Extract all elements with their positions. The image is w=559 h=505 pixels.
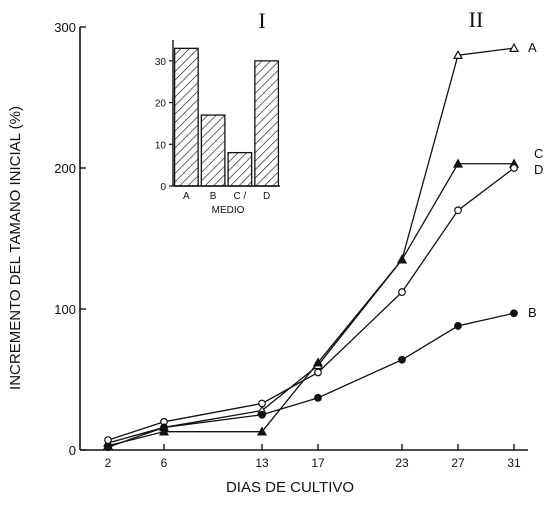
inset-bar-B — [200, 114, 226, 187]
main-y-tick-label: 0 — [69, 443, 76, 458]
inset-bar-C — [227, 151, 253, 187]
main-panel-label: II — [469, 7, 484, 32]
main-x-tick-label: 17 — [311, 456, 325, 470]
series-A-point — [452, 49, 464, 60]
series-C-point — [452, 158, 464, 168]
inset-bar-D — [254, 60, 280, 187]
inset-bars: A B C / D — [173, 47, 280, 202]
inset-y-tick-label: 10 — [155, 140, 167, 151]
series-B-point — [510, 309, 518, 318]
main-y-tick-label: 300 — [54, 20, 76, 35]
series-B-label: B — [528, 305, 537, 320]
inset-y-tick-label: 0 — [160, 182, 166, 193]
series-D-point — [510, 164, 518, 172]
series-B-point — [314, 393, 322, 402]
series-C-point — [312, 357, 324, 367]
series-C-point — [396, 254, 408, 264]
series-D-point — [104, 436, 112, 445]
inset-category-label: C / — [233, 191, 246, 202]
inset-bar-A — [173, 47, 199, 187]
inset-y-tick-label: 20 — [155, 99, 167, 110]
series-B-point — [454, 322, 462, 330]
series-A-point — [508, 42, 520, 52]
inset-panel-label: I — [258, 8, 265, 33]
series-B-point — [398, 355, 406, 364]
series-C-point — [256, 426, 268, 436]
series-D-label: D — [534, 162, 543, 177]
series-B-point — [160, 423, 168, 432]
series-C-line — [107, 163, 514, 447]
main-x-tick-label: 6 — [161, 456, 168, 470]
main-x-tick-label: 27 — [451, 456, 465, 470]
inset-labels: MEDIO I — [212, 8, 266, 216]
main-x-axis-label: DIAS DE CULTIVO — [226, 479, 354, 496]
main-y-tick-label: 200 — [54, 161, 76, 176]
inset-y-tick-label: 30 — [155, 57, 167, 68]
series-D-point — [454, 206, 462, 215]
inset-x-axis-label: MEDIO — [212, 205, 245, 216]
main-x-tick-label: 13 — [255, 456, 269, 470]
series-B-point — [258, 410, 266, 419]
series-C-label: C — [534, 146, 543, 161]
series-D-point — [314, 368, 322, 377]
series-B-line — [107, 312, 515, 448]
inset-category-label: A — [183, 191, 190, 202]
inset-category-label: D — [263, 191, 270, 202]
series-A-line — [107, 47, 515, 444]
series-B-point — [104, 443, 112, 452]
series-A-label: A — [528, 40, 537, 55]
main-labels: DIAS DE CULTIVO INCREMENTO DEL TAMANO IN… — [7, 7, 483, 496]
main-y-tick-label: 100 — [54, 302, 76, 317]
series-D-point — [398, 288, 406, 296]
main-y-axis-label: INCREMENTO DEL TAMANO INICIAL (%) — [7, 106, 24, 390]
inset-category-label: B — [210, 191, 217, 202]
main-x-tick-label: 31 — [507, 456, 521, 470]
main-x-tick-label: 2 — [105, 456, 112, 470]
series-D-point — [258, 399, 266, 408]
main-x-tick-label: 23 — [395, 456, 409, 470]
